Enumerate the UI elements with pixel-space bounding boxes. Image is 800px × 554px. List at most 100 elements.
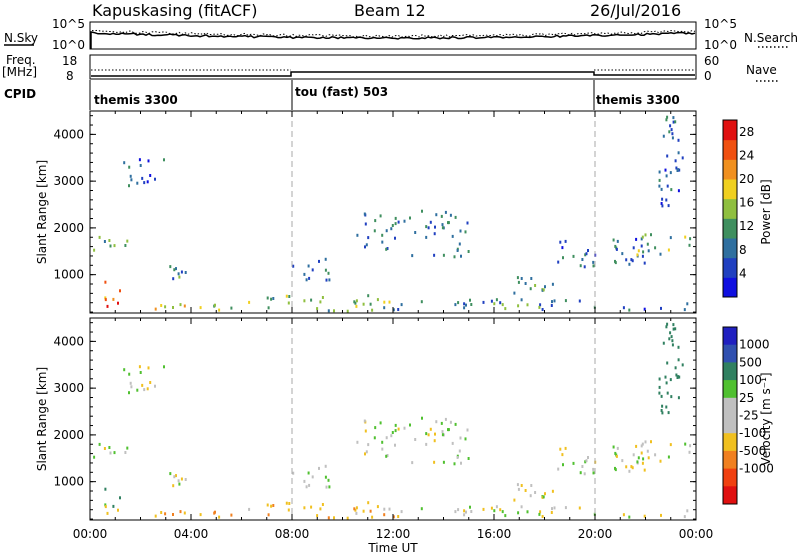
heatmap-cell xyxy=(136,181,139,185)
heatmap-cell xyxy=(321,503,324,506)
heatmap-cell xyxy=(146,387,149,391)
heatmap-cell xyxy=(128,165,131,169)
heatmap-cell xyxy=(154,514,157,518)
heatmap-cell xyxy=(285,501,288,505)
heatmap-cell xyxy=(307,471,310,475)
heatmap-cell xyxy=(641,254,644,258)
heatmap-cell xyxy=(643,468,646,472)
heatmap-cell xyxy=(184,478,187,481)
colorbar-swatch xyxy=(723,139,737,160)
heatmap-cell xyxy=(642,250,645,254)
heatmap-cell xyxy=(394,222,397,226)
heatmap-cell xyxy=(529,287,532,291)
heatmap-cell xyxy=(464,230,467,234)
heatmap-cell xyxy=(429,427,432,431)
power-ylabel: Slant Range [km] xyxy=(35,160,49,264)
heatmap-cell xyxy=(557,260,560,264)
heatmap-cell xyxy=(530,484,533,487)
heatmap-cell xyxy=(441,223,444,227)
heatmap-cell xyxy=(308,276,311,280)
heatmap-cell xyxy=(427,226,430,230)
heatmap-cell xyxy=(420,300,423,304)
heatmap-cell xyxy=(665,405,668,409)
heatmap-cell xyxy=(447,221,450,225)
heatmap-cell xyxy=(666,322,669,326)
heatmap-cell xyxy=(292,264,295,268)
heatmap-cell xyxy=(362,302,365,306)
heatmap-cell xyxy=(551,507,553,511)
nsky-trace xyxy=(90,31,696,49)
heatmap-cell xyxy=(524,282,527,285)
heatmap-cell xyxy=(621,459,624,463)
heatmap-cell xyxy=(270,297,273,301)
heatmap-cell xyxy=(666,361,669,365)
freq-trace xyxy=(91,71,695,77)
heatmap-cell xyxy=(325,278,328,282)
heatmap-cell xyxy=(517,511,520,515)
heatmap-cell xyxy=(581,258,584,261)
heatmap-cell xyxy=(677,151,680,155)
y-tick-label: 2000 xyxy=(53,221,84,235)
heatmap-cell xyxy=(499,508,502,512)
heatmap-cell xyxy=(160,511,163,514)
heatmap-cell xyxy=(163,158,165,162)
nave-tick-bottom: 0 xyxy=(704,69,712,83)
heatmap-cell xyxy=(324,464,327,468)
heatmap-cell xyxy=(686,302,689,306)
heatmap-cell xyxy=(465,303,467,307)
heatmap-cell xyxy=(163,365,165,369)
heatmap-cell xyxy=(457,508,460,512)
heatmap-cell xyxy=(376,298,379,302)
heatmap-cell xyxy=(592,264,595,268)
heatmap-cell xyxy=(369,302,372,306)
heatmap-cell xyxy=(442,460,445,464)
heatmap-cell xyxy=(103,240,106,243)
heatmap-cell xyxy=(513,498,516,502)
heatmap-cell xyxy=(637,456,640,460)
heatmap-cell xyxy=(113,451,116,455)
heatmap-cell xyxy=(564,446,567,450)
heatmap-cell xyxy=(561,453,564,457)
heatmap-cell xyxy=(169,472,172,476)
heatmap-cell xyxy=(333,516,335,520)
heatmap-cell xyxy=(581,465,584,468)
heatmap-cell xyxy=(109,244,112,248)
heatmap-cell xyxy=(138,365,141,369)
heatmap-cell xyxy=(463,509,466,513)
heatmap-cell xyxy=(628,262,631,266)
heatmap-cell xyxy=(327,478,330,482)
heatmap-cell xyxy=(551,282,554,286)
heatmap-cell xyxy=(592,471,595,475)
heatmap-cell xyxy=(587,456,589,459)
heatmap-cell xyxy=(303,299,306,303)
colorbar-swatch xyxy=(723,362,737,381)
heatmap-cell xyxy=(104,298,107,302)
heatmap-cell xyxy=(104,296,107,300)
heatmap-cell xyxy=(612,445,615,449)
heatmap-cell xyxy=(199,513,202,517)
heatmap-cell xyxy=(458,449,461,453)
heatmap-cell xyxy=(409,423,411,427)
heatmap-cell xyxy=(612,238,615,242)
freq-panel-frame xyxy=(89,54,697,80)
colorbar-swatch xyxy=(723,277,737,298)
heatmap-cell xyxy=(119,289,121,293)
heatmap-cell xyxy=(662,341,665,345)
heatmap-cell xyxy=(376,505,379,509)
heatmap-cell xyxy=(272,297,275,300)
freq-label: Freq. xyxy=(6,53,36,67)
heatmap-cell xyxy=(324,268,327,272)
colorbar-tick-label: 20 xyxy=(739,172,754,186)
heatmap-cell xyxy=(636,460,639,464)
heatmap-cell xyxy=(562,463,564,467)
heatmap-cell xyxy=(266,296,269,300)
heatmap-cell xyxy=(677,396,680,400)
heatmap-cell xyxy=(495,298,498,302)
heatmap-cell xyxy=(154,177,156,181)
heatmap-cell xyxy=(325,485,328,489)
heatmap-cell xyxy=(669,378,672,382)
heatmap-cell xyxy=(661,404,664,408)
heatmap-cell xyxy=(365,450,368,454)
velocity-ylabel: Slant Range [km] xyxy=(35,367,49,471)
heatmap-cell xyxy=(324,475,327,479)
